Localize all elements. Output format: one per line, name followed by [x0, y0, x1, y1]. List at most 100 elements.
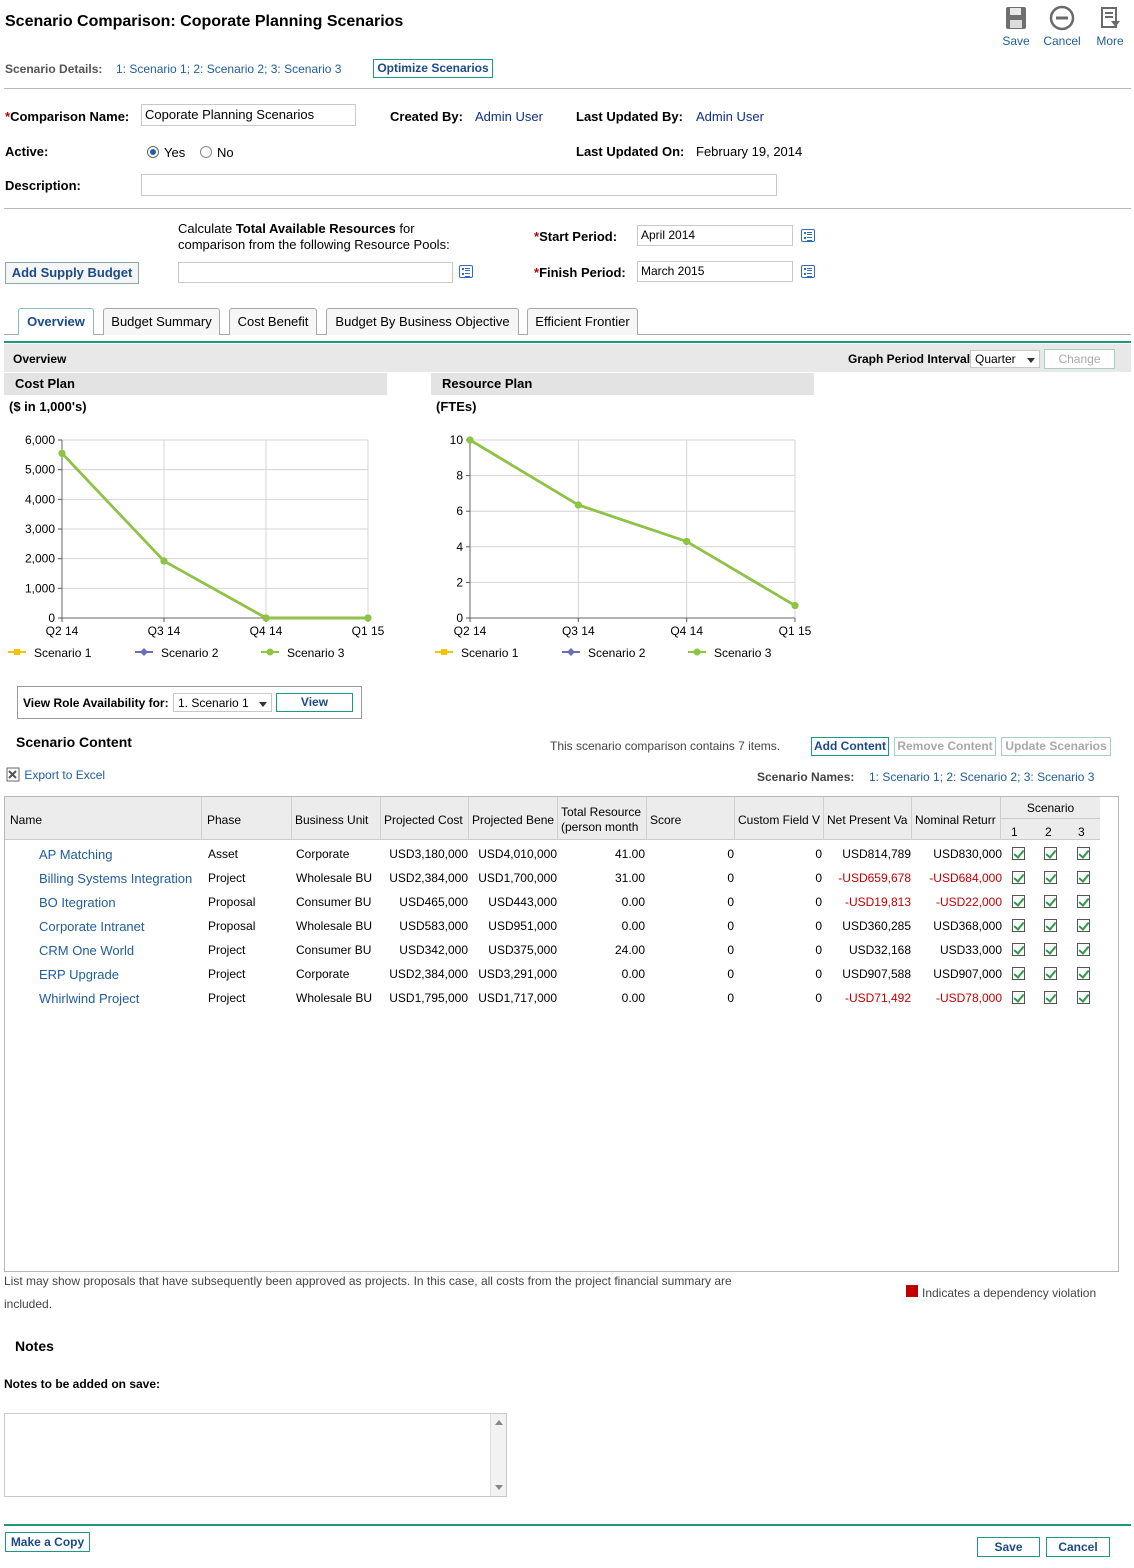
- data-point: [58, 449, 66, 457]
- notes-scrollbar[interactable]: [490, 1414, 506, 1496]
- row-total-resource: 0.00: [621, 895, 645, 909]
- legend-marker: [140, 648, 148, 656]
- footer-save-button[interactable]: Save: [977, 1537, 1040, 1557]
- cancel-toolbar-button[interactable]: Cancel: [1040, 5, 1084, 48]
- scenario-1-checkbox[interactable]: [1012, 919, 1025, 932]
- tab-efficient-frontier[interactable]: Efficient Frontier: [527, 308, 638, 335]
- row-business-unit: Consumer BU: [296, 895, 372, 909]
- add-content-button[interactable]: Add Content: [811, 737, 889, 756]
- view-button[interactable]: View: [276, 693, 353, 712]
- scenario-3-checkbox[interactable]: [1077, 967, 1090, 980]
- col-business-unit[interactable]: Business Unit: [295, 813, 369, 827]
- last-updated-by-label: Last Updated By:: [576, 109, 683, 124]
- make-copy-button[interactable]: Make a Copy: [5, 1532, 90, 1552]
- row-name-link[interactable]: Whirlwind Project: [39, 991, 140, 1006]
- scenario-2-checkbox[interactable]: [1044, 871, 1057, 884]
- row-phase: Project: [208, 943, 246, 957]
- created-by-value[interactable]: Admin User: [475, 109, 543, 124]
- col-projected-benefit[interactable]: Projected Bene: [472, 813, 555, 827]
- comparison-name-input[interactable]: Coporate Planning Scenarios: [141, 104, 356, 126]
- row-name-link[interactable]: Corporate Intranet: [39, 919, 145, 934]
- row-name-link[interactable]: ERP Upgrade: [39, 967, 119, 982]
- optimize-scenarios-button[interactable]: Optimize Scenarios: [373, 59, 493, 78]
- start-period-picker-icon[interactable]: [801, 229, 815, 242]
- col-score[interactable]: Score: [650, 813, 682, 827]
- col-nominal-return[interactable]: Nominal Returr: [915, 813, 996, 827]
- page-title: Scenario Comparison: Coporate Planning S…: [5, 13, 404, 30]
- tab-budget-by-business-objective[interactable]: Budget By Business Objective: [326, 308, 519, 335]
- update-scenarios-button[interactable]: Update Scenarios: [1001, 737, 1111, 756]
- col-npv[interactable]: Net Present Va: [827, 813, 908, 827]
- row-score: 0: [727, 967, 734, 981]
- x-tick-label: Q3 14: [562, 624, 595, 638]
- row-name-link[interactable]: Billing Systems Integration: [39, 871, 193, 886]
- scenario-3-checkbox[interactable]: [1077, 895, 1090, 908]
- row-custom-field: 0: [815, 895, 822, 909]
- scenario-details-links[interactable]: 1: Scenario 1; 2: Scenario 2; 3: Scenari…: [116, 62, 342, 76]
- scenario-2-checkbox[interactable]: [1044, 895, 1057, 908]
- change-button[interactable]: Change: [1044, 349, 1115, 369]
- header-separator: [201, 797, 202, 840]
- scenario-2-checkbox[interactable]: [1044, 943, 1057, 956]
- scenario-1-checkbox[interactable]: [1012, 871, 1025, 884]
- scenario-1-checkbox[interactable]: [1012, 895, 1025, 908]
- scenario-2-checkbox[interactable]: [1044, 967, 1057, 980]
- scenario-2-checkbox[interactable]: [1044, 847, 1057, 860]
- remove-content-button[interactable]: Remove Content: [894, 737, 996, 756]
- scenario-1-checkbox[interactable]: [1012, 967, 1025, 980]
- scenario-2-checkbox[interactable]: [1044, 991, 1057, 1004]
- active-no-radio[interactable]: [200, 146, 212, 158]
- scenario-1-checkbox[interactable]: [1012, 847, 1025, 860]
- scenario-3-checkbox[interactable]: [1077, 919, 1090, 932]
- col-projected-cost[interactable]: Projected Cost: [384, 813, 463, 827]
- resource-pool-picker-icon[interactable]: [459, 265, 473, 278]
- resource-plan-title: Resource Plan: [431, 373, 814, 395]
- notes-textarea[interactable]: [4, 1413, 507, 1497]
- graph-period-select[interactable]: Quarter: [970, 350, 1040, 368]
- save-toolbar-button[interactable]: Save: [999, 5, 1033, 48]
- footer-cancel-button[interactable]: Cancel: [1046, 1537, 1110, 1557]
- scenario-3-checkbox[interactable]: [1077, 871, 1090, 884]
- tab-budget-summary[interactable]: Budget Summary: [103, 308, 220, 335]
- scenario-3-checkbox[interactable]: [1077, 991, 1090, 1004]
- export-to-excel-link[interactable]: Export to Excel: [6, 767, 105, 782]
- row-name-link[interactable]: AP Matching: [39, 847, 113, 862]
- row-business-unit: Consumer BU: [296, 943, 372, 957]
- scenario-3-checkbox[interactable]: [1077, 943, 1090, 956]
- role-availability-select[interactable]: 1. Scenario 1: [173, 693, 272, 712]
- col-total-resource[interactable]: Total Resource: [561, 805, 642, 819]
- row-score: 0: [727, 919, 734, 933]
- description-input[interactable]: [141, 174, 777, 196]
- legend-label: Scenario 3: [714, 646, 772, 660]
- row-name-link[interactable]: BO Itegration: [39, 895, 116, 910]
- scenario-1-checkbox[interactable]: [1012, 991, 1025, 1004]
- start-period-input[interactable]: April 2014: [637, 225, 793, 246]
- scenario-2-checkbox[interactable]: [1044, 919, 1057, 932]
- active-yes-radio[interactable]: [147, 146, 159, 158]
- resource-pool-input[interactable]: [178, 262, 453, 283]
- col-custom-field[interactable]: Custom Field V: [738, 813, 821, 827]
- scenario-3-checkbox[interactable]: [1077, 847, 1090, 860]
- row-name-link[interactable]: CRM One World: [39, 943, 135, 958]
- row-phase: Project: [208, 871, 246, 885]
- add-supply-budget-button[interactable]: Add Supply Budget: [5, 262, 139, 284]
- row-projected-cost: USD1,795,000: [389, 991, 468, 1005]
- scenario-1-checkbox[interactable]: [1012, 943, 1025, 956]
- finish-period-picker-icon[interactable]: [801, 265, 815, 278]
- x-tick-label: Q4 14: [670, 624, 703, 638]
- more-toolbar-button[interactable]: More: [1093, 5, 1127, 48]
- finish-period-input[interactable]: March 2015: [637, 261, 793, 282]
- tab-cost-benefit[interactable]: Cost Benefit: [229, 308, 317, 335]
- last-updated-by-value[interactable]: Admin User: [696, 109, 764, 124]
- y-tick-label: 4: [456, 540, 463, 554]
- col-name[interactable]: Name: [10, 813, 43, 827]
- scroll-down-icon: [495, 1485, 503, 1490]
- tab-overview[interactable]: Overview: [18, 308, 94, 335]
- row-custom-field: 0: [815, 967, 822, 981]
- cost-plan-ylabel: ($ in 1,000's): [9, 399, 87, 414]
- row-projected-benefit: USD4,010,000: [478, 847, 557, 861]
- notes-title: Notes: [15, 1338, 54, 1354]
- last-updated-on-value: February 19, 2014: [696, 144, 803, 159]
- scenario-names-links[interactable]: 1: Scenario 1; 2: Scenario 2; 3: Scenari…: [869, 770, 1095, 784]
- col-phase[interactable]: Phase: [207, 813, 242, 827]
